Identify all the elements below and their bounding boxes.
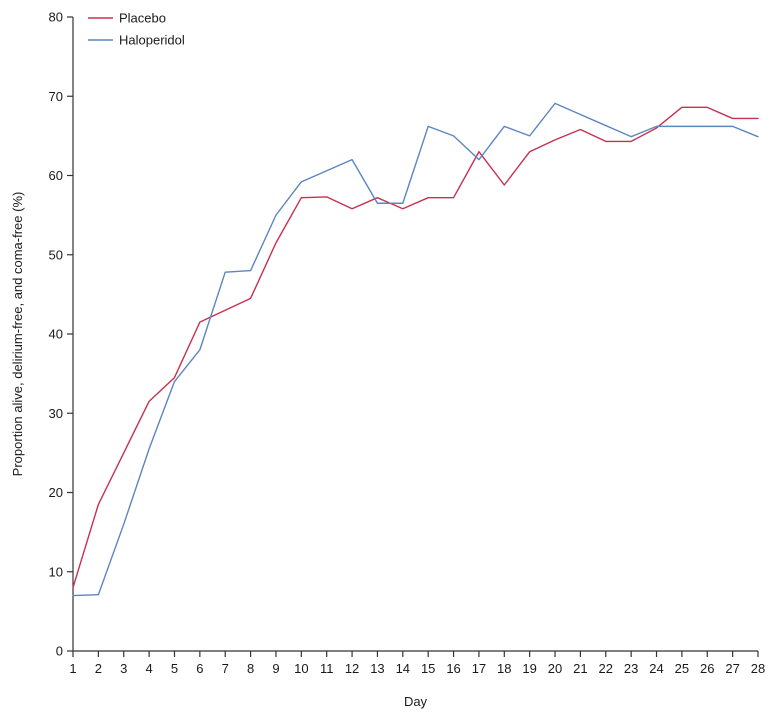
series-line-haloperidol — [72, 102, 759, 597]
y-tick-label: 0 — [56, 644, 63, 659]
y-tick-label: 30 — [49, 406, 63, 421]
x-tick-label: 12 — [345, 661, 359, 676]
x-tick-label: 23 — [624, 661, 638, 676]
x-tick-label: 24 — [649, 661, 663, 676]
series-line-placebo — [72, 106, 759, 589]
y-tick-label: 40 — [49, 327, 63, 342]
y-tick-label: 50 — [49, 247, 63, 262]
y-tick-label: 70 — [49, 89, 63, 104]
series-lines — [72, 102, 759, 597]
x-tick-label: 22 — [599, 661, 613, 676]
x-tick-label: 7 — [222, 661, 229, 676]
x-tick-label: 13 — [370, 661, 384, 676]
legend-label-placebo: Placebo — [119, 11, 166, 26]
x-tick-label: 4 — [145, 661, 152, 676]
x-tick-label: 27 — [725, 661, 739, 676]
x-tick-label: 8 — [247, 661, 254, 676]
x-tick-label: 20 — [548, 661, 562, 676]
legend: Placebo Haloperidol — [88, 11, 185, 48]
x-tick-label: 10 — [294, 661, 308, 676]
x-tick-label: 25 — [675, 661, 689, 676]
x-tick-label: 21 — [573, 661, 587, 676]
x-tick-label: 19 — [522, 661, 536, 676]
x-tick-label: 15 — [421, 661, 435, 676]
x-tick-label: 17 — [472, 661, 486, 676]
legend-label-haloperidol: Haloperidol — [119, 33, 185, 48]
x-tick-label: 1 — [69, 661, 76, 676]
x-tick-label: 16 — [446, 661, 460, 676]
x-tick-label: 14 — [396, 661, 410, 676]
x-tick-label: 11 — [320, 661, 334, 676]
x-tick-label: 18 — [497, 661, 511, 676]
x-tick-label: 9 — [272, 661, 279, 676]
y-axis-title: Proportion alive, delirium-free, and com… — [10, 192, 25, 477]
x-tick-label: 6 — [196, 661, 203, 676]
y-tick-label: 10 — [49, 564, 63, 579]
x-tick-label: 28 — [751, 661, 765, 676]
y-tick-label: 80 — [49, 10, 63, 25]
x-axis-title: Day — [404, 694, 428, 709]
x-tick-label: 3 — [120, 661, 127, 676]
y-tick-label: 20 — [49, 485, 63, 500]
x-tick-label: 2 — [95, 661, 102, 676]
x-tick-label: 26 — [700, 661, 714, 676]
x-tick-label: 5 — [171, 661, 178, 676]
y-tick-label: 60 — [49, 168, 63, 183]
